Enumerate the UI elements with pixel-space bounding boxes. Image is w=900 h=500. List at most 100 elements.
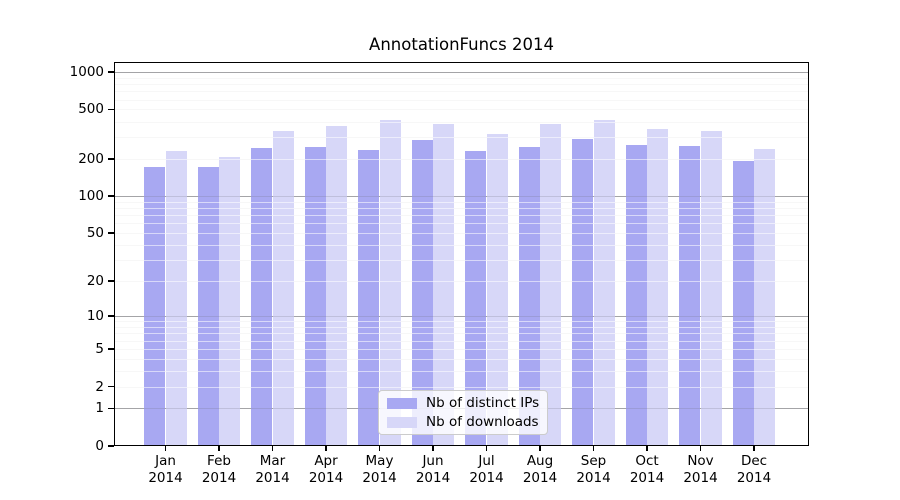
gridline-10 [114, 316, 809, 318]
gridline-10 [114, 316, 809, 318]
y-tick-100 [108, 195, 114, 197]
gridline-500 [114, 109, 809, 111]
bar-downloads-mar [272, 130, 294, 446]
y-tick-label-1000: 1000 [69, 64, 104, 80]
y-tick-20 [108, 280, 114, 282]
legend-label-downloads: Nb of downloads [426, 414, 539, 430]
bar-downloads-may [379, 119, 401, 446]
gridline-8 [114, 327, 809, 329]
y-tick-10 [108, 315, 114, 317]
gridline-60 [114, 223, 809, 225]
gridline-9 [114, 321, 809, 323]
x-tick-feb [218, 446, 220, 451]
gridline-50 [114, 233, 809, 235]
gridline-1000 [114, 72, 809, 73]
bar-downloads-jul [486, 134, 508, 446]
legend-swatch-downloads [387, 416, 417, 428]
x-tick-jun [432, 446, 434, 451]
y-tick-label-500: 500 [78, 101, 104, 118]
x-tick-apr [325, 446, 327, 451]
x-tick-oct [646, 446, 648, 451]
bar-downloads-nov [700, 130, 722, 446]
x-label-jun: Jun 2014 [415, 453, 451, 486]
y-tick-200 [108, 158, 114, 160]
y-tick-50 [108, 232, 114, 234]
y-tick-label-20: 20 [86, 273, 104, 290]
y-tick-label-0: 0 [95, 438, 104, 454]
gridline-600 [114, 99, 809, 101]
gridline-200 [114, 158, 809, 160]
x-label-nov: Nov 2014 [683, 453, 718, 486]
x-label-dec: Dec 2014 [736, 453, 772, 486]
gridline-7 [114, 333, 809, 335]
x-label-aug: Aug 2014 [522, 453, 558, 486]
gridline-100 [114, 196, 809, 198]
bar-downloads-feb [219, 156, 241, 446]
x-tick-jul [485, 446, 488, 451]
bar-downloads-jan [165, 150, 187, 446]
gridline-4 [114, 358, 809, 360]
bar-downloads-sep [593, 120, 615, 446]
gridline-300 [114, 137, 809, 139]
legend-entry-distinct-ips: Nb of distinct IPs [379, 395, 547, 411]
bar-ips-feb [197, 167, 219, 446]
gridline-3 [114, 370, 809, 372]
y-tick-500 [108, 108, 114, 111]
gridline-400 [114, 121, 809, 123]
x-label-mar: Mar 2014 [255, 453, 290, 486]
y-tick-label-100: 100 [78, 188, 104, 205]
bar-ips-dec [732, 160, 754, 446]
bar-downloads-aug [540, 123, 562, 446]
y-tick-label-2: 2 [95, 378, 104, 395]
y-tick-label-200: 200 [78, 150, 104, 167]
x-label-jan: Jan 2014 [148, 453, 183, 486]
gridline-1000 [114, 72, 809, 73]
x-label-may: May 2014 [362, 453, 397, 486]
gridline-90 [114, 201, 809, 203]
gridline-70 [114, 215, 809, 217]
bar-downloads-oct [647, 129, 669, 446]
y-tick-2 [108, 385, 114, 388]
y-tick-1000 [108, 71, 114, 73]
y-tick-1 [108, 407, 114, 410]
gridline-900 [114, 77, 809, 79]
bar-ips-nov [679, 146, 701, 446]
bar-ips-oct [625, 145, 647, 446]
plot-area [114, 62, 809, 446]
bar-ips-may [358, 149, 380, 446]
x-tick-sep [592, 446, 595, 451]
legend-swatch-distinct-ips [387, 397, 417, 409]
x-label-jul: Jul 2014 [469, 453, 504, 486]
bar-ips-jul [465, 150, 487, 446]
gridline-700 [114, 91, 809, 93]
chart-title: AnnotationFuncs 2014 [369, 35, 554, 54]
gridline-80 [114, 208, 809, 210]
x-tick-jan [164, 446, 167, 451]
legend-label-distinct-ips: Nb of distinct IPs [426, 395, 540, 411]
bar-ips-jan [144, 167, 166, 446]
x-label-oct: Oct 2014 [629, 453, 665, 486]
bar-downloads-dec [754, 148, 776, 446]
x-tick-may [378, 446, 381, 451]
y-tick-label-5: 5 [95, 341, 104, 357]
x-tick-mar [271, 446, 274, 451]
y-tick-0 [108, 445, 114, 447]
gridline-800 [114, 84, 809, 86]
x-tick-aug [539, 446, 541, 451]
x-label-apr: Apr 2014 [308, 453, 344, 486]
y-tick-label-50: 50 [86, 225, 104, 242]
y-tick-5 [108, 348, 114, 350]
y-tick-label-1: 1 [95, 400, 104, 417]
bar-ips-mar [251, 148, 273, 446]
legend-entry-downloads: Nb of downloads [379, 414, 547, 430]
y-tick-label-10: 10 [86, 308, 104, 325]
x-label-feb: Feb 2014 [201, 453, 237, 486]
gridline-5 [114, 349, 809, 350]
x-tick-dec [753, 446, 755, 451]
bar-downloads-jun [433, 124, 455, 446]
x-label-sep: Sep 2014 [576, 453, 611, 486]
legend: Nb of distinct IPs Nb of downloads [378, 390, 548, 435]
x-tick-nov [699, 446, 702, 451]
gridline-100 [114, 196, 809, 198]
